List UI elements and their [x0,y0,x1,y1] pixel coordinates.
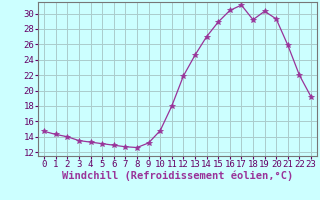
X-axis label: Windchill (Refroidissement éolien,°C): Windchill (Refroidissement éolien,°C) [62,171,293,181]
